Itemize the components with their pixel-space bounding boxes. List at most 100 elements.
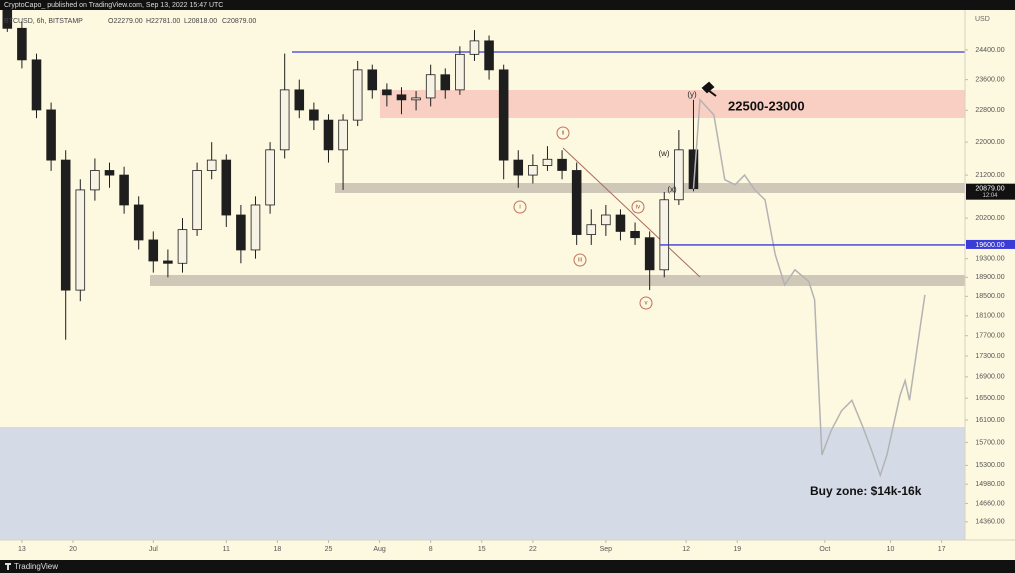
y-tick-label: 16100.00 bbox=[975, 417, 1004, 424]
annotation: 22500-23000 bbox=[728, 98, 805, 113]
plot bbox=[2, 3, 926, 478]
candle-body bbox=[440, 74, 451, 91]
bottom-bar bbox=[0, 560, 1015, 573]
candle-body bbox=[571, 170, 582, 235]
y-tick-label: 14360.00 bbox=[975, 519, 1004, 526]
price-marker-countdown: 12:04 bbox=[982, 193, 998, 199]
x-tick-label: 17 bbox=[938, 546, 946, 553]
candle-body bbox=[557, 158, 567, 171]
candle-body bbox=[309, 109, 319, 121]
y-tick-label: 17300.00 bbox=[975, 353, 1004, 360]
candle-body bbox=[323, 119, 334, 151]
y-tick-label: 18900.00 bbox=[975, 274, 1004, 281]
ohlc-value: L20818.00 bbox=[184, 18, 217, 25]
ohlc-value: C20879.00 bbox=[222, 18, 256, 25]
symbol: BTCUSD, 6h, BITSTAMP bbox=[4, 18, 83, 25]
candle-body bbox=[542, 158, 553, 166]
y-tick-label: 14660.00 bbox=[975, 500, 1004, 507]
candle-body bbox=[411, 97, 421, 101]
candle-body bbox=[352, 69, 363, 121]
candle-body bbox=[498, 69, 509, 161]
resistance-zone bbox=[380, 90, 965, 118]
candle-body bbox=[396, 94, 407, 101]
x-tick-label: 15 bbox=[478, 546, 486, 553]
candle-body bbox=[31, 59, 42, 111]
candle-body bbox=[338, 119, 348, 151]
candle-body bbox=[484, 40, 494, 71]
wave-label: (x) bbox=[667, 185, 677, 194]
annotation: Buy zone: $14k-16k bbox=[810, 484, 922, 498]
candle-body bbox=[250, 204, 261, 251]
support-bar bbox=[150, 275, 965, 286]
x-tick-label: Jul bbox=[149, 546, 158, 553]
buy-zone bbox=[0, 427, 965, 540]
x-tick-label: 18 bbox=[273, 546, 281, 553]
wave-label: (y) bbox=[687, 90, 697, 99]
candle-body bbox=[133, 204, 144, 241]
candle-body bbox=[279, 89, 290, 151]
candle-body bbox=[586, 224, 597, 235]
y-tick-label: 17700.00 bbox=[975, 333, 1004, 340]
wave-circle bbox=[631, 200, 645, 214]
x-tick-label: Oct bbox=[819, 546, 830, 553]
candle-body bbox=[294, 89, 305, 111]
candle-body bbox=[17, 27, 27, 61]
y-tick-label: 15300.00 bbox=[975, 462, 1004, 469]
y-tick-label: 18100.00 bbox=[975, 313, 1004, 320]
wave-circle bbox=[556, 126, 570, 140]
projection-line bbox=[692, 98, 926, 478]
candle-body bbox=[119, 174, 129, 206]
hammer-icon bbox=[701, 81, 717, 97]
publisher: CryptoCapo_ published on TradingView.com… bbox=[4, 2, 223, 9]
x-tick-label: Sep bbox=[600, 546, 613, 553]
x-tick-label: 20 bbox=[69, 546, 77, 553]
brand: TradingView bbox=[14, 562, 58, 571]
y-tick-label: 21200.00 bbox=[975, 172, 1004, 179]
y-tick-label: 22800.00 bbox=[975, 107, 1004, 114]
top-bar bbox=[0, 0, 1015, 10]
candle-body bbox=[46, 109, 56, 161]
candle-body bbox=[455, 53, 465, 91]
candle-body bbox=[367, 69, 378, 91]
candle-body bbox=[425, 74, 436, 99]
y-tick-label: 19300.00 bbox=[975, 256, 1004, 263]
y-tick-label: 15700.00 bbox=[975, 439, 1004, 446]
candle-body bbox=[382, 89, 392, 96]
candle-body bbox=[104, 170, 115, 176]
y-tick-label: 22000.00 bbox=[975, 139, 1004, 146]
wave-label: (w) bbox=[658, 149, 669, 158]
y-tick-label: 20200.00 bbox=[975, 215, 1004, 222]
candle-body bbox=[513, 159, 524, 176]
price-marker bbox=[966, 183, 1015, 200]
wave-circle bbox=[639, 296, 653, 310]
ohlc-value: H22781.00 bbox=[146, 18, 180, 25]
x-tick-label: 13 bbox=[18, 546, 26, 553]
candle-body bbox=[90, 170, 100, 191]
y-tick-label: 24400.00 bbox=[975, 47, 1004, 54]
price-marker-label: 20879.00 bbox=[975, 186, 1004, 193]
x-tick-label: 25 bbox=[325, 546, 333, 553]
wave-label: ii bbox=[562, 131, 565, 137]
x-tick-label: 10 bbox=[887, 546, 895, 553]
price-marker-label: 19600.00 bbox=[975, 242, 1004, 249]
candle-body bbox=[75, 189, 86, 291]
candle-body bbox=[60, 159, 71, 291]
x-tick-label: Aug bbox=[373, 546, 386, 553]
support-bar bbox=[335, 183, 965, 193]
logo bbox=[5, 563, 11, 570]
y-tick-label: 18500.00 bbox=[975, 293, 1004, 300]
wave-label: iii bbox=[578, 258, 582, 264]
candle-body bbox=[659, 199, 670, 271]
wave-label: i bbox=[519, 205, 520, 211]
candle-body bbox=[601, 214, 611, 226]
candle-body bbox=[148, 239, 159, 262]
candle-body bbox=[528, 165, 538, 176]
axis-unit: USD bbox=[975, 16, 990, 23]
candle-body bbox=[469, 40, 480, 55]
x-tick-label: 8 bbox=[429, 546, 433, 553]
candle-body bbox=[630, 231, 640, 239]
candle-body bbox=[674, 149, 684, 201]
x-tick-label: 11 bbox=[223, 546, 230, 553]
x-tick-label: 22 bbox=[529, 546, 537, 553]
